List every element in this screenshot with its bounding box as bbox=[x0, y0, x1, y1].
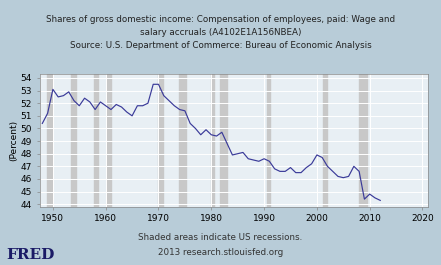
Bar bbox=[211, 74, 214, 207]
Text: salary accruals (A4102E1A156NBEA): salary accruals (A4102E1A156NBEA) bbox=[140, 28, 301, 37]
Bar bbox=[158, 74, 163, 207]
Bar bbox=[93, 74, 98, 207]
Bar bbox=[323, 74, 327, 207]
Bar bbox=[359, 74, 367, 207]
Text: Source: U.S. Department of Commerce: Bureau of Economic Analysis: Source: U.S. Department of Commerce: Bur… bbox=[70, 41, 371, 50]
Bar bbox=[107, 74, 112, 207]
Bar bbox=[179, 74, 186, 207]
Y-axis label: (Percent): (Percent) bbox=[9, 120, 18, 161]
Text: FRED: FRED bbox=[7, 248, 55, 262]
Text: 2013 research.stlouisfed.org: 2013 research.stlouisfed.org bbox=[158, 248, 283, 257]
Bar bbox=[267, 74, 270, 207]
Bar bbox=[220, 74, 227, 207]
Text: Shares of gross domestic income: Compensation of employees, paid: Wage and: Shares of gross domestic income: Compens… bbox=[46, 15, 395, 24]
Bar bbox=[47, 74, 52, 207]
Text: Shaded areas indicate US recessions.: Shaded areas indicate US recessions. bbox=[138, 233, 303, 242]
Bar bbox=[71, 74, 76, 207]
